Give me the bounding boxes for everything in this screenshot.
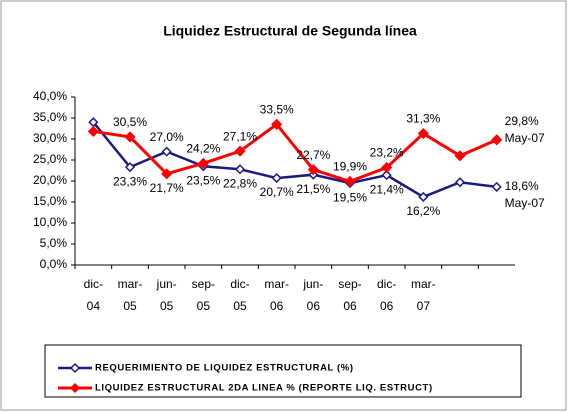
data-label: 23,5% xyxy=(186,173,220,187)
legend-marker xyxy=(69,382,81,394)
data-label: 19,9% xyxy=(333,160,367,174)
legend-label: LIQUIDEZ ESTRUCTURAL 2DA LINEA % (REPORT… xyxy=(95,383,433,394)
y-tick-label: 30,0% xyxy=(33,131,67,145)
x-tick-label: mar-06 xyxy=(264,277,289,313)
data-label: 22,8% xyxy=(223,176,257,190)
point xyxy=(307,164,319,176)
point xyxy=(417,127,429,140)
x-tick-label: mar-05 xyxy=(118,277,143,313)
point xyxy=(271,172,282,184)
x-tick-label: jun-05 xyxy=(156,277,177,313)
data-label: 21,5% xyxy=(296,182,330,196)
point xyxy=(87,125,99,138)
data-label: 18,6% xyxy=(505,179,539,193)
x-tick-label: dic-05 xyxy=(230,277,249,313)
x-tick-label: jun-06 xyxy=(302,277,323,313)
data-label: 23,2% xyxy=(370,146,404,160)
y-tick-label: 40,0% xyxy=(33,89,67,103)
x-tick-label: mar-07 xyxy=(411,277,436,313)
point xyxy=(271,118,283,130)
chart-title: Liquidez Estructural de Segunda línea xyxy=(163,23,417,39)
point xyxy=(454,150,466,162)
legend-label: REQUERIMIENTO DE LIQUIDEZ ESTRUCTURAL (%… xyxy=(95,363,354,374)
point xyxy=(381,161,393,174)
point xyxy=(197,157,209,169)
point xyxy=(234,145,246,157)
data-label: 23,3% xyxy=(113,174,147,188)
x-tick-label: dic-06 xyxy=(377,277,396,313)
y-tick-label: 20,0% xyxy=(33,173,67,187)
data-label: 24,2% xyxy=(186,142,220,156)
data-label: 30,5% xyxy=(113,115,147,129)
y-tick-label: 5,0% xyxy=(40,236,68,250)
data-label: 16,2% xyxy=(406,204,440,218)
point xyxy=(161,168,173,180)
point xyxy=(418,191,429,203)
data-label: 21,4% xyxy=(370,182,404,196)
y-tick-label: 10,0% xyxy=(33,215,67,229)
point xyxy=(124,131,136,143)
x-tick-label: sep-05 xyxy=(192,277,215,313)
y-tick-label: 15,0% xyxy=(33,194,67,208)
point xyxy=(161,146,172,157)
data-label: 27,0% xyxy=(150,130,184,144)
point xyxy=(491,181,502,192)
annotation: May-07 xyxy=(505,131,545,145)
data-label: 27,1% xyxy=(223,129,257,143)
x-tick-label: dic-04 xyxy=(84,277,103,313)
point xyxy=(234,164,246,175)
point xyxy=(124,162,136,173)
data-label: 20,7% xyxy=(260,185,294,199)
point xyxy=(454,177,466,188)
legend-marker xyxy=(69,362,81,374)
y-tick-label: 25,0% xyxy=(33,152,67,166)
data-label: 19,5% xyxy=(333,190,367,204)
point xyxy=(491,134,503,146)
y-tick-label: 35,0% xyxy=(33,110,67,124)
y-tick-label: 0,0% xyxy=(40,257,68,271)
x-tick-label: sep-06 xyxy=(338,277,361,313)
data-label: 31,3% xyxy=(406,112,440,126)
series-line xyxy=(92,121,497,199)
legend-box xyxy=(44,344,522,398)
series-line xyxy=(93,122,498,184)
point xyxy=(344,175,356,187)
data-label: 22,7% xyxy=(296,148,330,162)
point xyxy=(381,170,392,181)
data-label: 21,7% xyxy=(150,181,184,195)
data-label: 33,5% xyxy=(260,102,294,116)
annotation: May-07 xyxy=(505,196,545,210)
data-label: 29,8% xyxy=(505,114,539,128)
